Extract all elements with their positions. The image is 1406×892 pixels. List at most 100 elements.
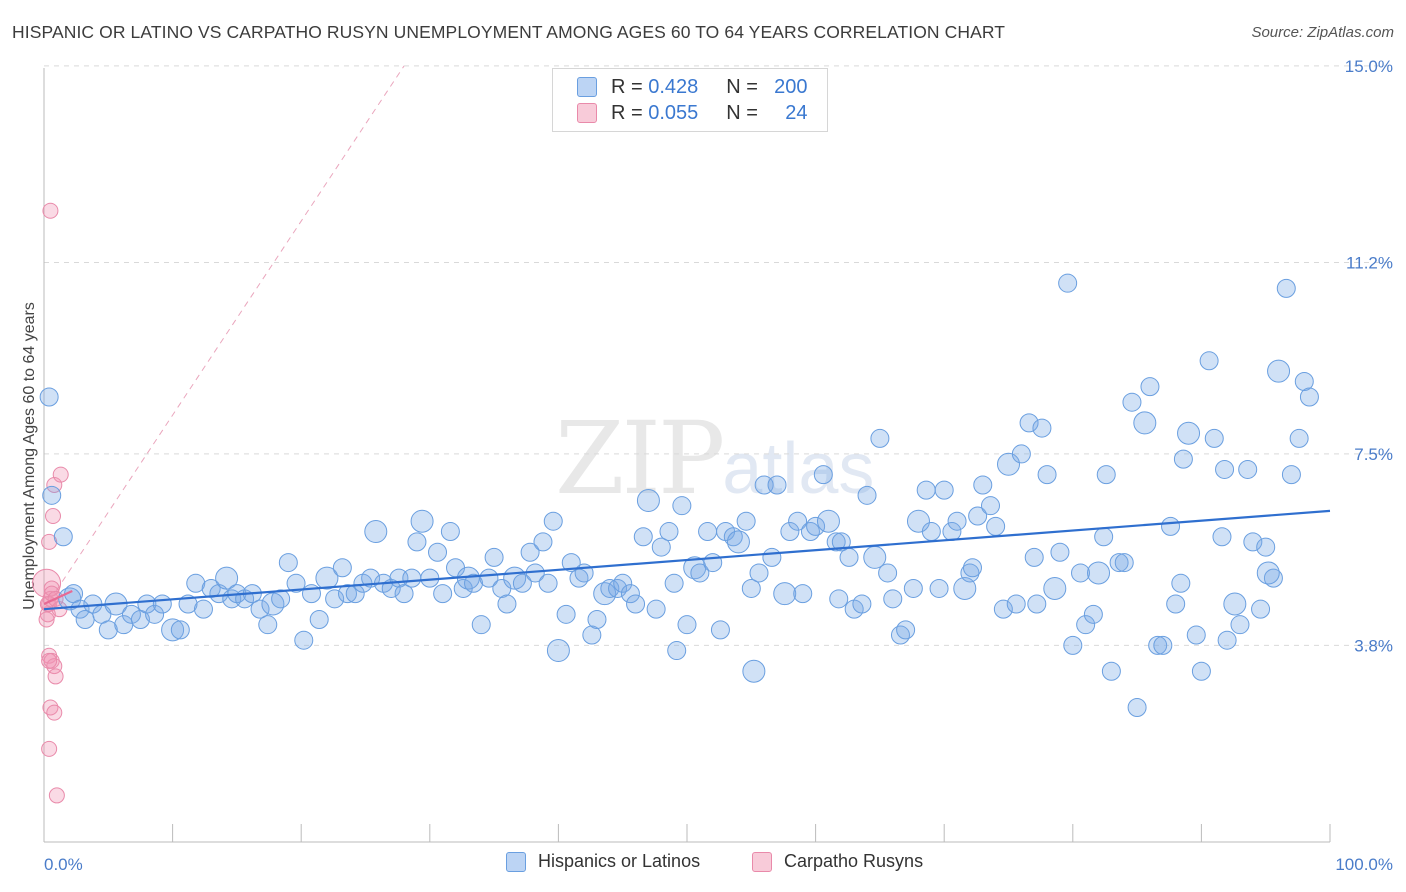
data-point-hispanic	[587, 610, 607, 630]
data-point-hispanic	[407, 532, 427, 552]
data-point-hispanic	[1096, 465, 1116, 485]
data-point-hispanic	[556, 604, 576, 624]
data-point-hispanic	[53, 527, 73, 547]
data-point-hispanic	[1043, 576, 1067, 600]
data-point-hispanic	[667, 641, 687, 661]
n-label: N =	[726, 75, 758, 98]
data-point-hispanic	[1101, 661, 1121, 681]
data-point-hispanic	[294, 630, 314, 650]
data-point-hispanic	[250, 599, 270, 619]
legend-label: Hispanics or Latinos	[538, 851, 701, 871]
data-point-carpatho	[42, 202, 59, 219]
x-tick-labels: 0.0% 100.0%	[44, 855, 1393, 874]
data-point-hispanic	[538, 573, 558, 593]
data-point-hispanic	[633, 527, 653, 547]
data-point-hispanic	[613, 573, 633, 593]
legend-item-carpatho[interactable]: Carpatho Rusyns	[752, 851, 923, 872]
data-point-hispanic	[315, 566, 339, 590]
data-point-hispanic	[1063, 635, 1083, 655]
x-tick-label: 0.0%	[44, 855, 83, 874]
data-point-hispanic	[520, 542, 540, 562]
diagonal-reference-line	[43, 65, 405, 610]
data-point-hispanic	[800, 522, 820, 542]
n-value: 24	[785, 101, 808, 124]
data-point-hispanic	[793, 584, 813, 604]
data-point-hispanic	[137, 594, 157, 614]
data-point-hispanic	[1032, 418, 1052, 438]
data-point-hispanic	[258, 615, 278, 635]
data-point-hispanic	[1212, 527, 1232, 547]
legend-label: Carpatho Rusyns	[784, 851, 924, 871]
data-point-hispanic	[762, 547, 782, 567]
r-label: R =	[611, 101, 643, 124]
data-point-hispanic	[690, 563, 710, 583]
data-point-hispanic	[1037, 465, 1057, 485]
data-point-carpatho	[45, 508, 62, 525]
data-point-hispanic	[410, 509, 434, 533]
data-point-hispanic	[1083, 604, 1103, 624]
data-point-hispanic	[1294, 371, 1314, 391]
data-point-hispanic	[512, 573, 532, 593]
data-point-hispanic	[1127, 697, 1147, 717]
data-point-hispanic	[1166, 594, 1186, 614]
data-point-hispanic	[1148, 635, 1168, 655]
data-point-hispanic	[1256, 561, 1280, 585]
r-value: 0.055	[648, 101, 699, 124]
data-point-hispanic	[857, 485, 877, 505]
data-point-hispanic	[852, 594, 872, 614]
data-point-hispanic	[741, 578, 761, 598]
data-point-hispanic	[980, 496, 1000, 516]
legend-swatch-pink	[752, 851, 772, 872]
data-point-hispanic	[767, 475, 787, 495]
data-point-hispanic	[947, 511, 967, 531]
data-point-carpatho	[41, 652, 58, 669]
data-point-hispanic	[1267, 359, 1291, 383]
data-point-hispanic	[286, 573, 306, 593]
y-tick-label: 11.2%	[1346, 253, 1393, 272]
y-tick-label: 15.0%	[1345, 57, 1393, 76]
data-point-hispanic	[497, 594, 517, 614]
data-point-hispanic	[152, 594, 172, 614]
data-point-hispanic	[428, 542, 448, 562]
data-point-hispanic	[916, 480, 936, 500]
reference-line	[43, 65, 405, 610]
data-point-hispanic	[896, 620, 916, 640]
data-point-hispanic	[934, 480, 954, 500]
data-point-hispanic	[1019, 413, 1039, 433]
data-point-hispanic	[780, 522, 800, 542]
n-label: N =	[726, 101, 758, 124]
data-point-hispanic	[659, 522, 679, 542]
data-point-hispanic	[543, 511, 563, 531]
legend-swatch-blue	[577, 77, 597, 97]
data-point-hispanic	[806, 516, 826, 536]
data-point-hispanic	[962, 558, 982, 578]
data-point-hispanic	[1186, 625, 1206, 645]
data-point-hispanic	[1281, 465, 1301, 485]
r-label: R =	[611, 75, 643, 98]
data-point-hispanic	[960, 563, 980, 583]
data-point-hispanic	[1133, 411, 1157, 435]
data-point-hispanic	[953, 576, 977, 600]
data-point-hispanic	[325, 589, 345, 609]
data-point-hispanic	[533, 532, 553, 552]
legend-item-hispanic[interactable]: Hispanics or Latinos	[506, 851, 700, 872]
data-point-hispanic	[839, 547, 859, 567]
data-point-hispanic	[433, 584, 453, 604]
data-point-hispanic	[1024, 547, 1044, 567]
data-point-hispanic	[626, 594, 646, 614]
data-point-hispanic	[593, 582, 617, 606]
data-point-hispanic	[1114, 553, 1134, 573]
data-point-hispanic	[1276, 278, 1296, 298]
series-legend: Hispanics or Latinos Carpatho Rusyns	[0, 851, 1406, 877]
data-point-hispanic	[986, 516, 1006, 536]
data-point-hispanic	[993, 599, 1013, 619]
data-point-hispanic	[816, 509, 840, 533]
data-point-hispanic	[698, 522, 718, 542]
data-point-hispanic	[1177, 421, 1201, 445]
watermark: ZIPatlas	[555, 400, 875, 517]
data-point-hispanic	[788, 511, 808, 531]
data-point-hispanic	[826, 532, 846, 552]
y-tick-label: 7.5%	[1354, 445, 1393, 464]
data-point-hispanic	[883, 589, 903, 609]
data-point-hispanic	[636, 489, 660, 513]
